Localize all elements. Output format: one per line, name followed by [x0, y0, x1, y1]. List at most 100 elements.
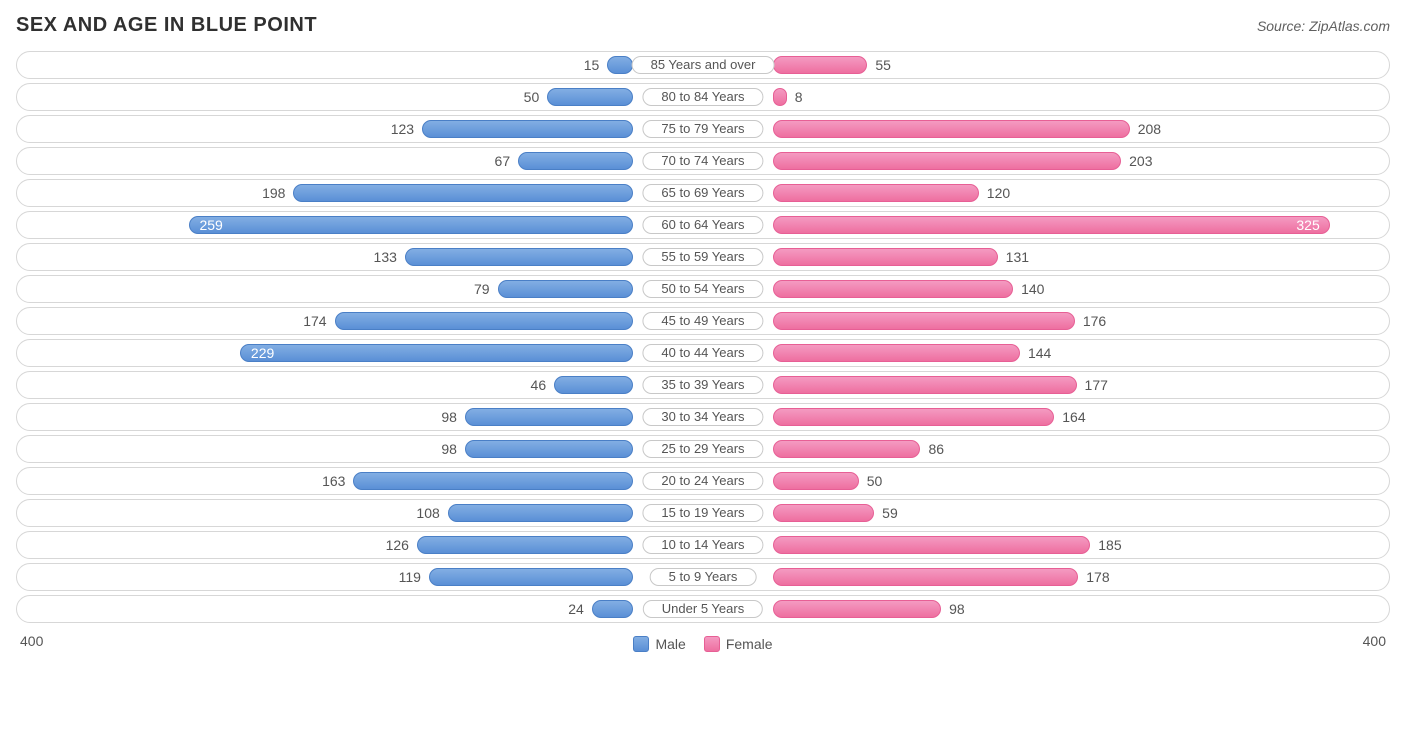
male-value: 15: [584, 52, 600, 80]
female-bar: [773, 152, 1121, 170]
legend: Male Female: [633, 636, 772, 652]
female-bar: [773, 504, 874, 522]
female-value: 164: [1062, 404, 1085, 432]
male-value: 259: [199, 212, 222, 240]
male-value: 24: [568, 596, 584, 624]
male-value: 79: [474, 276, 490, 304]
male-bar: [422, 120, 633, 138]
category-pill: 45 to 49 Years: [642, 312, 763, 330]
pyramid-row: 17417645 to 49 Years: [16, 307, 1390, 335]
female-bar: [773, 248, 998, 266]
female-bar: [773, 440, 920, 458]
legend-female: Female: [704, 636, 773, 652]
category-pill: 20 to 24 Years: [642, 472, 763, 490]
pyramid-row: 12618510 to 14 Years: [16, 531, 1390, 559]
pyramid-row: 7914050 to 54 Years: [16, 275, 1390, 303]
category-pill: 30 to 34 Years: [642, 408, 763, 426]
legend-male-label: Male: [655, 636, 685, 652]
pyramid-row: 1191785 to 9 Years: [16, 563, 1390, 591]
female-value: 144: [1028, 340, 1051, 368]
male-bar: [518, 152, 633, 170]
female-bar: [773, 408, 1054, 426]
legend-female-label: Female: [726, 636, 773, 652]
pyramid-row: 198 120 65 to 69 Years: [16, 179, 1390, 207]
female-bar: [773, 344, 1020, 362]
male-value: 198: [262, 180, 285, 208]
male-bar: [448, 504, 633, 522]
pyramid-row: 163 50 20 to 24 Years: [16, 467, 1390, 495]
male-value: 229: [251, 340, 274, 368]
male-bar: [240, 344, 633, 362]
pyramid-row: 123 208 75 to 79 Years: [16, 115, 1390, 143]
pyramid-row: 98 86 25 to 29 Years: [16, 435, 1390, 463]
male-value: 119: [399, 564, 421, 592]
pyramid-row: 133 131 55 to 59 Years: [16, 243, 1390, 271]
female-value: 203: [1129, 148, 1152, 176]
category-pill: 70 to 74 Years: [642, 152, 763, 170]
male-bar: [592, 600, 633, 618]
male-bar: [554, 376, 633, 394]
female-value: 177: [1085, 372, 1108, 400]
category-pill: 65 to 69 Years: [642, 184, 763, 202]
female-bar: [773, 568, 1078, 586]
male-bar: [405, 248, 633, 266]
chart-title: SEX AND AGE IN BLUE POINT: [16, 14, 317, 37]
female-bar: [773, 376, 1077, 394]
male-value: 123: [391, 116, 414, 144]
category-pill: 35 to 39 Years: [642, 376, 763, 394]
female-value: 59: [882, 500, 898, 528]
pyramid-row: 229 144 40 to 44 Years: [16, 339, 1390, 367]
category-pill: 40 to 44 Years: [642, 344, 763, 362]
male-bar: [353, 472, 633, 490]
female-bar: [773, 120, 1130, 138]
category-pill: 80 to 84 Years: [642, 88, 763, 106]
category-pill: 85 Years and over: [632, 56, 775, 74]
pyramid-row: 46 177 35 to 39 Years: [16, 371, 1390, 399]
female-value: 185: [1098, 532, 1121, 560]
category-pill: 75 to 79 Years: [642, 120, 763, 138]
female-bar: [773, 472, 859, 490]
category-pill: 55 to 59 Years: [642, 248, 763, 266]
female-bar: [773, 536, 1090, 554]
male-value: 163: [322, 468, 345, 496]
male-value: 50: [524, 84, 540, 112]
pyramid-row: 259 325 60 to 64 Years: [16, 211, 1390, 239]
pyramid-row: 50880 to 84 Years: [16, 83, 1390, 111]
axis-max-left: 400: [20, 633, 43, 649]
male-value: 98: [441, 436, 457, 464]
pyramid-row: 67 203 70 to 74 Years: [16, 147, 1390, 175]
female-value: 131: [1006, 244, 1029, 272]
male-bar: [335, 312, 633, 330]
female-bar: [773, 312, 1075, 330]
female-value: 120: [987, 180, 1010, 208]
male-value: 133: [374, 244, 397, 272]
male-value: 98: [441, 404, 457, 432]
male-swatch-icon: [633, 636, 649, 652]
female-bar: [773, 56, 867, 74]
category-pill: 25 to 29 Years: [642, 440, 763, 458]
male-bar: [498, 280, 633, 298]
female-bar: [773, 216, 1330, 234]
male-bar: [547, 88, 633, 106]
male-bar: [465, 440, 633, 458]
male-value: 67: [495, 148, 511, 176]
female-value: 325: [1296, 212, 1319, 240]
female-value: 140: [1021, 276, 1044, 304]
category-pill: 60 to 64 Years: [642, 216, 763, 234]
male-bar: [417, 536, 633, 554]
category-pill: 5 to 9 Years: [650, 568, 757, 586]
male-bar: [429, 568, 633, 586]
female-value: 86: [928, 436, 944, 464]
population-pyramid-chart: 155585 Years and over 50880 to 84 Years 12…: [16, 51, 1390, 623]
male-bar: [607, 56, 633, 74]
male-bar: [293, 184, 633, 202]
female-value: 50: [867, 468, 883, 496]
male-value: 108: [416, 500, 439, 528]
female-bar: [773, 88, 787, 106]
male-bar: [189, 216, 633, 234]
axis-max-right: 400: [1363, 633, 1386, 649]
female-value: 208: [1138, 116, 1161, 144]
male-value: 46: [531, 372, 547, 400]
pyramid-row: 155585 Years and over: [16, 51, 1390, 79]
chart-source: Source: ZipAtlas.com: [1257, 18, 1390, 34]
